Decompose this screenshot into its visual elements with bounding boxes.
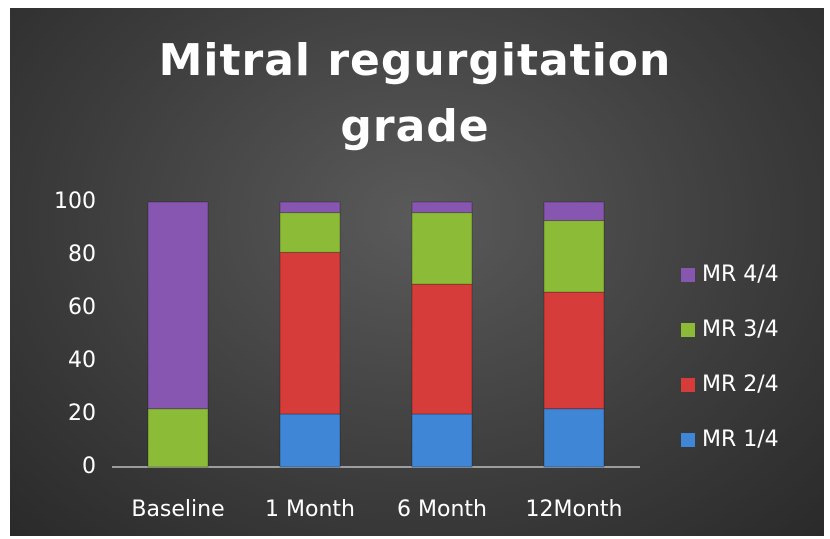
bar-segment <box>279 201 341 214</box>
bar-segment <box>543 408 605 468</box>
bar-segment <box>279 413 341 468</box>
y-tick-label: 100 <box>54 189 96 214</box>
legend-swatch <box>681 433 695 447</box>
y-tick-label: 40 <box>68 348 96 373</box>
x-tick-label: 1 Month <box>265 497 355 522</box>
x-tick-label: 6 Month <box>397 497 487 522</box>
legend-label: MR 1/4 <box>702 427 779 452</box>
bar-segment <box>411 283 473 415</box>
bar-segment <box>411 212 473 285</box>
x-tick-label: 12Month <box>526 497 623 522</box>
y-tick-label: 0 <box>82 454 96 479</box>
bar-segment <box>411 201 473 214</box>
chart-title: Mitral regurgitation grade <box>158 35 672 152</box>
bar-segment <box>543 291 605 410</box>
y-tick-label: 80 <box>68 242 96 267</box>
bar-segment <box>147 408 209 468</box>
legend-label: MR 3/4 <box>702 317 779 342</box>
legend-swatch <box>681 378 695 392</box>
bar-segment <box>411 413 473 468</box>
y-tick-label: 60 <box>68 295 96 320</box>
legend-swatch <box>681 323 695 337</box>
y-tick-label: 20 <box>68 401 96 426</box>
bar-segment <box>543 201 605 222</box>
x-tick-label: Baseline <box>131 497 224 522</box>
legend-label: MR 4/4 <box>702 262 779 287</box>
bar-segment <box>279 212 341 253</box>
bar-segment <box>147 201 209 410</box>
legend-label: MR 2/4 <box>702 372 779 397</box>
bar-segment <box>543 220 605 293</box>
legend-swatch <box>681 268 695 282</box>
bar-segment <box>279 251 341 415</box>
